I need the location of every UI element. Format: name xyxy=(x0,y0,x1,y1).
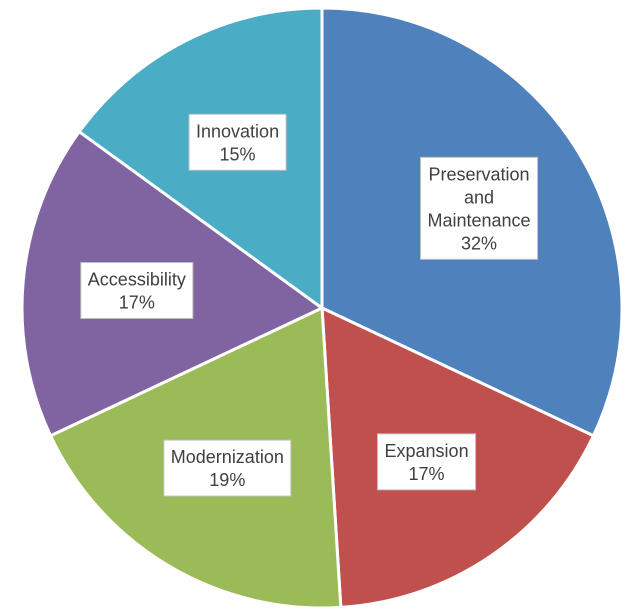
data-label-category-text: and xyxy=(464,187,494,207)
data-label-category-text: Innovation xyxy=(196,121,279,141)
labels-layer: Preservation and Maintenance 32% Expansion 17… xyxy=(80,113,539,497)
data-label-category-text: Accessibility xyxy=(88,269,186,289)
data-label-box xyxy=(188,113,287,171)
data-label-expansion: Expansion 17% xyxy=(377,433,477,491)
data-label-category-text: Expansion xyxy=(385,441,469,461)
data-label-box xyxy=(163,439,292,497)
data-label-percent-text: 32% xyxy=(461,233,497,253)
data-label-box xyxy=(420,156,539,260)
data-label-percent-text: 17% xyxy=(409,464,445,484)
data-label-box xyxy=(377,433,477,491)
data-label-category-text: Preservation xyxy=(429,164,530,184)
data-label-accessibility: Accessibility 17% xyxy=(80,261,194,319)
data-label-category-text: Modernization xyxy=(171,447,284,467)
data-label-category-text: Maintenance xyxy=(428,210,531,230)
data-label-percent-text: 15% xyxy=(220,144,256,164)
data-label-percent-text: 17% xyxy=(119,292,155,312)
data-label-preservation-and-maintenance: Preservation and Maintenance 32% xyxy=(420,156,539,260)
data-label-box xyxy=(80,261,194,319)
data-label-modernization: Modernization 19% xyxy=(163,439,292,497)
data-label-percent-text: 19% xyxy=(209,470,245,490)
data-label-innovation: Innovation 15% xyxy=(188,113,287,171)
